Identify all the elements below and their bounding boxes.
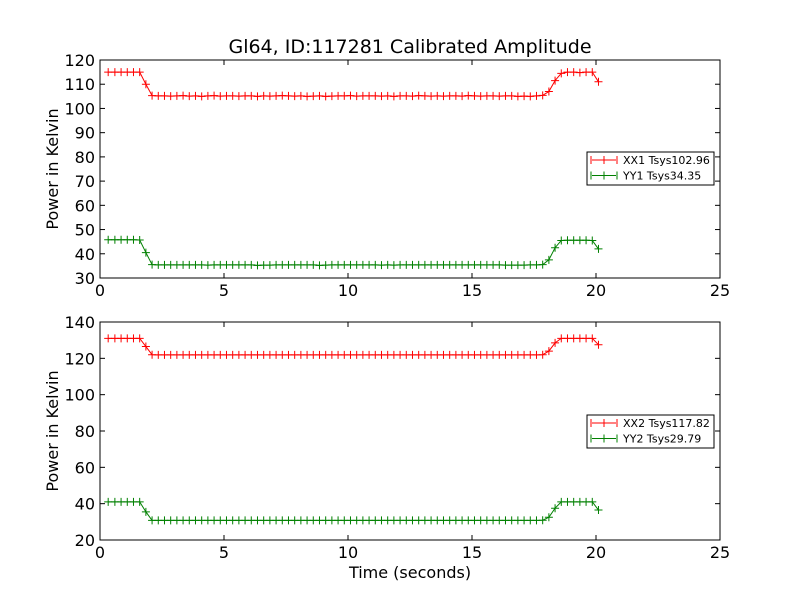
plot-area (104, 334, 603, 525)
bottom-subplot: 0 5 10 15 20 25 20 40 60 80 100 120 140 Power in Kelv… (43, 313, 730, 582)
y-tick-label: 110 (64, 75, 95, 94)
y-tick-label: 80 (75, 422, 95, 441)
y-tick-label: 100 (64, 386, 95, 405)
axes-frame (99, 59, 721, 279)
data-point (135, 334, 144, 343)
data-point (141, 507, 150, 516)
legend-label: YY1 Tsys34.35 (622, 170, 701, 183)
data-point (544, 347, 553, 356)
x-tick-label: 5 (219, 543, 229, 562)
x-tick-label: 25 (710, 543, 730, 562)
y-axis-label: Power in Kelvin (43, 108, 62, 229)
y-tick-label: 60 (75, 196, 95, 215)
data-point (538, 516, 547, 525)
figure-title: Gl64, ID:117281 Calibrated Amplitude (228, 36, 591, 58)
legend-marker (590, 434, 618, 443)
data-point (544, 255, 553, 264)
x-tick-label: 25 (710, 281, 730, 300)
y-tick-label: 80 (75, 148, 95, 167)
legend: XX2 Tsys117.82 YY2 Tsys29.79 (586, 414, 715, 449)
data-point (551, 76, 560, 85)
y-tick-label: 50 (75, 221, 95, 240)
y-tick-label: 120 (64, 349, 95, 368)
y-tick-label: 70 (75, 172, 95, 191)
data-point (538, 350, 547, 359)
y-tick-label: 90 (75, 124, 95, 143)
data-point (594, 244, 603, 253)
y-tick-label: 120 (64, 51, 95, 70)
legend-label: XX2 Tsys117.82 (623, 417, 710, 430)
data-point (104, 497, 113, 506)
legend-marker (590, 419, 618, 427)
data-point (594, 340, 603, 349)
x-tick-label: 5 (219, 281, 229, 300)
data-point (135, 497, 144, 506)
data-point (135, 68, 144, 77)
y-tick-label: 40 (75, 495, 95, 514)
data-point (544, 513, 553, 522)
legend-marker (590, 171, 618, 180)
data-point (588, 68, 597, 77)
y-axis-label: Power in Kelvin (43, 370, 62, 491)
legend-label: YY2 Tsys29.79 (622, 433, 701, 446)
data-point (588, 236, 597, 245)
data-point (551, 504, 560, 513)
data-point (594, 77, 603, 86)
legend-label: XX1 Tsys102.96 (623, 154, 710, 167)
data-point (538, 91, 547, 100)
data-point (141, 80, 150, 89)
legend-box (586, 414, 715, 449)
y-tick-label: 60 (75, 458, 95, 477)
plot-area (104, 68, 603, 270)
y-tick-label: 20 (75, 531, 95, 550)
data-point (594, 506, 603, 515)
data-point (135, 235, 144, 244)
data-point (104, 68, 113, 77)
data-point (551, 243, 560, 252)
legend-box (586, 151, 715, 186)
x-tick-label: 20 (586, 543, 606, 562)
data-point (544, 87, 553, 96)
data-point (588, 497, 597, 506)
x-tick-label: 10 (338, 281, 358, 300)
y-tick-label: 140 (64, 313, 95, 332)
legend: XX1 Tsys102.96 YY1 Tsys34.35 (586, 151, 715, 186)
top-subplot: 0 5 10 15 20 25 30 40 50 60 70 80 90 100 110 120 Power i… (43, 51, 730, 300)
data-point (141, 248, 150, 257)
data-point (588, 334, 597, 343)
data-point (104, 235, 113, 244)
x-tick-label: 0 (95, 281, 105, 300)
data-point (104, 334, 113, 343)
x-tick-label: 0 (95, 543, 105, 562)
x-tick-label: 10 (338, 543, 358, 562)
x-tick-label: 15 (462, 281, 482, 300)
y-tick-label: 30 (75, 269, 95, 288)
x-tick-label: 20 (586, 281, 606, 300)
y-tick-label: 100 (64, 99, 95, 118)
x-axis-label: Time (seconds) (348, 563, 471, 582)
data-point (557, 69, 566, 78)
data-point (551, 338, 560, 347)
x-tick-label: 15 (462, 543, 482, 562)
data-point (141, 342, 150, 351)
y-tick-label: 40 (75, 245, 95, 264)
data-point (538, 260, 547, 269)
legend-marker (590, 156, 618, 164)
